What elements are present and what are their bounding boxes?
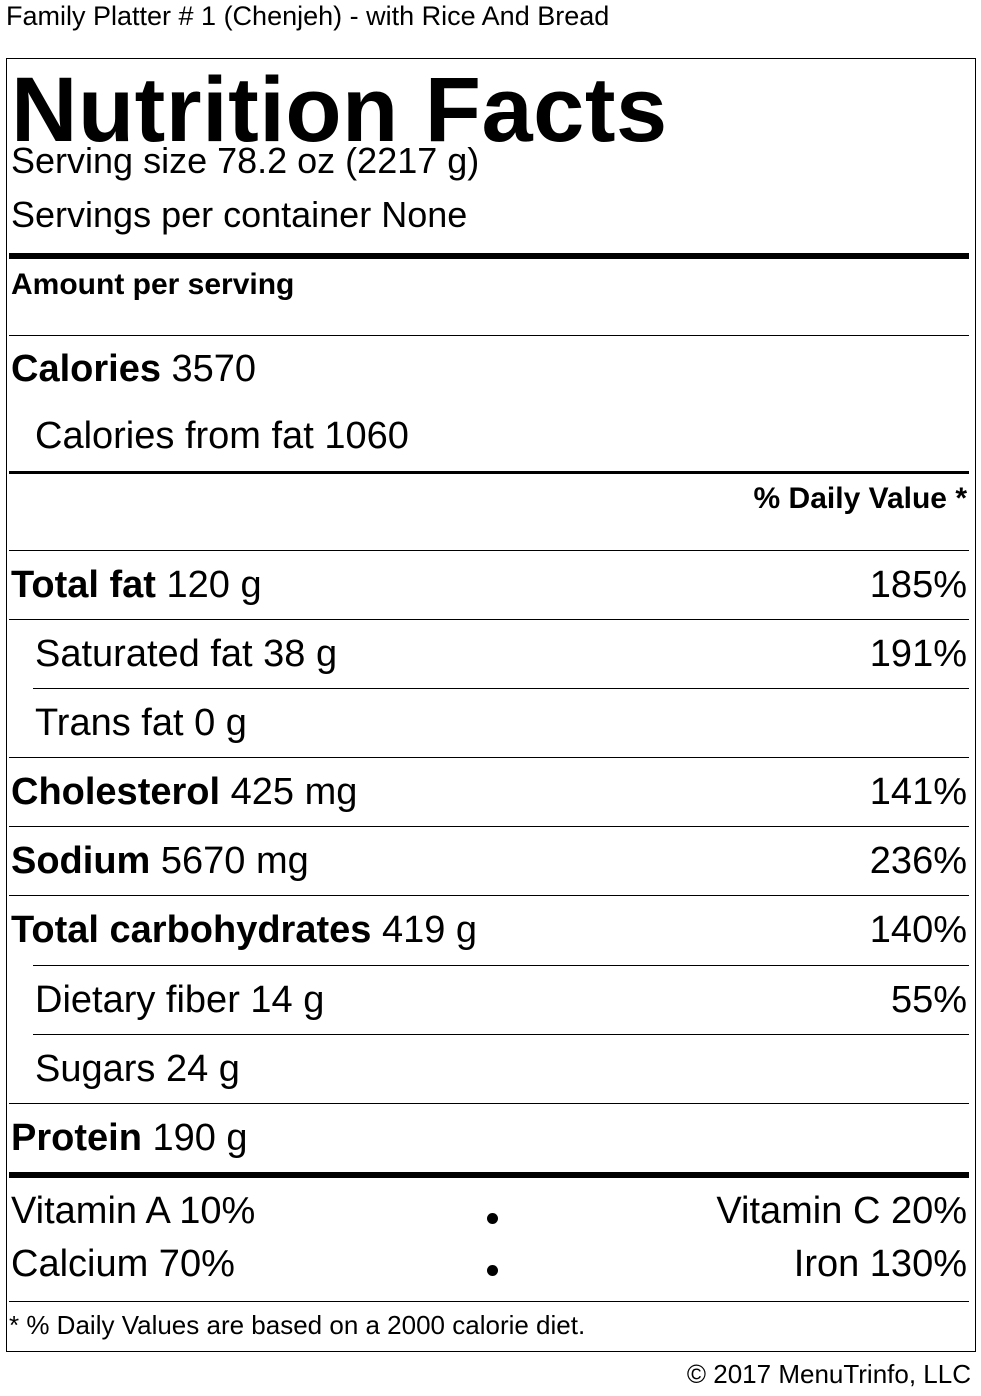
serving-size: Serving size 78.2 oz (2217 g) [11, 140, 480, 181]
nutrient-row-protein: Protein 190 g [9, 1104, 967, 1172]
nutrient-dv: 55% [890, 979, 967, 1021]
nutrient-dv: 185% [869, 564, 967, 606]
divider [9, 550, 969, 551]
nutrient-row-saturated-fat: Saturated fat 38 g 191% [9, 620, 967, 688]
divider [9, 757, 969, 758]
nutrient-row-cholesterol: Cholesterol 425 mg 141% [9, 758, 967, 826]
calories-from-fat-label: Calories from fat [35, 415, 314, 457]
nutrient-row-sodium: Sodium 5670 mg 236% [9, 827, 967, 895]
nutrient-dv: 236% [869, 840, 967, 882]
servings-per-container: Servings per container None [11, 194, 468, 235]
nutrient-amount: 24 g [165, 1048, 240, 1090]
page-title: Family Platter # 1 (Chenjeh) - with Rice… [6, 1, 610, 31]
nutrient-row-total-fat: Total fat 120 g 185% [9, 551, 967, 619]
vitamin-c: Vitamin C 20% [716, 1190, 967, 1232]
nutrient-amount: 419 g [381, 909, 478, 951]
nutrient-row-total-carbohydrates: Total carbohydrates 419 g 140% [9, 896, 967, 964]
calories-row: Calories 3570 [9, 335, 967, 403]
medium-divider [9, 471, 969, 474]
nutrition-facts-heading: Nutrition Facts [11, 59, 668, 161]
nutrient-row-trans-fat: Trans fat 0 g [9, 689, 967, 757]
nutrient-amount: 5670 mg [160, 840, 309, 882]
nutrient-amount: 120 g [166, 564, 262, 606]
calories-from-fat-row: Calories from fat 1060 [9, 402, 967, 470]
thick-divider [9, 253, 969, 259]
nutrient-label: Protein [11, 1117, 142, 1159]
nutrient-label: Dietary fiber [35, 979, 240, 1021]
nutrient-dv: 140% [869, 909, 967, 951]
divider [9, 1103, 969, 1104]
nutrient-amount: 425 mg [230, 771, 358, 813]
nutrient-dv: 141% [869, 771, 967, 813]
nutrient-label: Sugars [35, 1048, 156, 1090]
divider [33, 688, 969, 689]
calories-value: 3570 [171, 348, 257, 390]
calories-label: Calories [11, 348, 161, 390]
nutrient-label: Sodium [11, 840, 151, 882]
divider [33, 1034, 969, 1035]
nutrient-label: Saturated fat [35, 633, 253, 675]
divider [9, 826, 969, 827]
calories-from-fat-value: 1060 [324, 415, 409, 457]
calcium: Calcium 70% [11, 1243, 235, 1285]
thick-divider [9, 1172, 969, 1178]
nutrient-label: Trans fat [35, 702, 184, 744]
divider [9, 619, 969, 620]
nutrient-label: Total carbohydrates [11, 909, 372, 951]
nutrient-amount: 38 g [263, 633, 338, 675]
iron: Iron 130% [793, 1243, 967, 1285]
nutrient-label: Cholesterol [11, 771, 221, 813]
vitamin-a: Vitamin A 10% [11, 1190, 256, 1232]
nutrient-row-sugars: Sugars 24 g [9, 1035, 967, 1103]
nutrient-label: Total fat [11, 564, 156, 606]
nutrient-row-dietary-fiber: Dietary fiber 14 g 55% [9, 966, 967, 1034]
copyright: © 2017 MenuTrinfo, LLC [686, 1359, 971, 1389]
nutrient-amount: 190 g [152, 1117, 248, 1159]
divider [33, 965, 969, 966]
divider [9, 1301, 969, 1302]
nutrient-amount: 14 g [250, 979, 325, 1021]
nutrition-label: Nutrition Facts Serving size 78.2 oz (22… [6, 58, 976, 1352]
nutrient-amount: 0 g [194, 702, 247, 744]
daily-value-header: % Daily Value * [753, 482, 967, 515]
bullet-icon [487, 1213, 498, 1224]
divider [9, 335, 969, 336]
daily-value-footnote: * % Daily Values are based on a 2000 cal… [9, 1310, 586, 1340]
amount-per-serving: Amount per serving [11, 268, 295, 301]
nutrient-dv: 191% [869, 633, 967, 675]
divider [9, 895, 969, 896]
bullet-icon [487, 1265, 498, 1276]
